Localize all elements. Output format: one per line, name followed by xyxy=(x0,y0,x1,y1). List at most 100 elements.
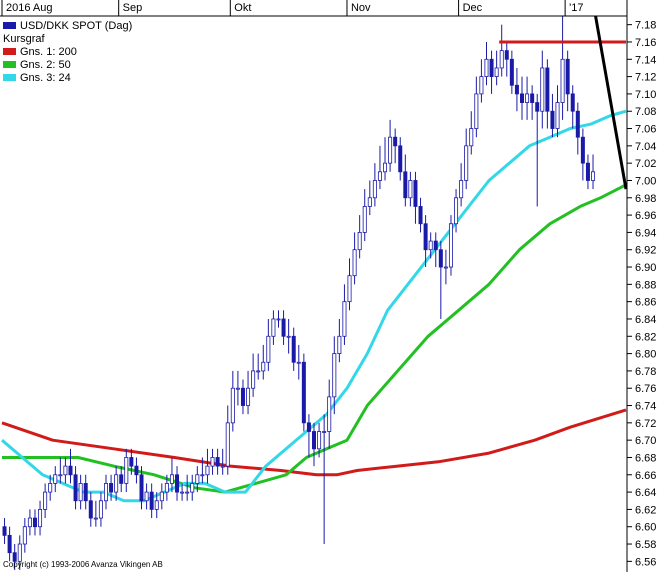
candle-body xyxy=(408,180,413,199)
candle-body xyxy=(185,491,190,494)
y-tick-label: 6.62 xyxy=(635,504,656,516)
candle-body xyxy=(38,509,43,528)
y-tick-label: 6.86 xyxy=(635,297,656,309)
y-tick-label: 6.60 xyxy=(635,522,656,534)
x-tick-label: Sep xyxy=(123,2,143,14)
y-tick-label: 6.58 xyxy=(635,539,656,551)
candle-body xyxy=(327,396,332,432)
candle-body xyxy=(58,474,63,477)
y-axis: 6.56 6.58 6.60 6.62 6.64 6.66 6.68 6.70 6.72 6.74… xyxy=(627,20,656,568)
y-tick-label: 6.94 xyxy=(635,227,656,239)
candle-body xyxy=(27,517,32,528)
candle-body xyxy=(585,162,590,181)
candle-body xyxy=(301,361,306,424)
y-tick-label: 6.56 xyxy=(635,556,656,568)
x-tick-label: Dec xyxy=(463,2,483,14)
candle-body xyxy=(347,275,352,303)
moving-average-line xyxy=(2,183,627,494)
candle-body xyxy=(256,370,261,373)
candle-body xyxy=(580,136,585,164)
candle-body xyxy=(306,422,311,432)
candle-body xyxy=(2,526,7,536)
candle-body xyxy=(109,483,114,493)
candle-body xyxy=(88,500,93,519)
candle-body xyxy=(83,483,88,502)
candle-body xyxy=(413,180,418,207)
candle-body xyxy=(296,361,301,364)
x-tick-label: 2016 Aug xyxy=(6,2,53,14)
candle-body xyxy=(398,145,403,173)
y-tick-label: 7.12 xyxy=(635,72,656,84)
candle-body xyxy=(322,431,327,433)
y-tick-label: 7.04 xyxy=(635,141,656,153)
candle-body xyxy=(575,110,580,138)
candle-body xyxy=(205,465,210,476)
y-tick-label: 7.02 xyxy=(635,158,656,170)
candle-body xyxy=(504,50,509,60)
copyright-text: Copyright (c) 1993-2006 Avanza Vikingen … xyxy=(3,560,163,569)
candle-body xyxy=(266,335,271,363)
candle-body xyxy=(530,93,535,103)
candle-body xyxy=(17,543,22,562)
candle-body xyxy=(220,465,225,468)
candle-body xyxy=(464,145,469,181)
candle-body xyxy=(514,84,519,95)
y-tick-label: 6.70 xyxy=(635,435,656,447)
candle-body xyxy=(499,50,504,69)
candle-body xyxy=(251,370,256,389)
candle-body xyxy=(377,171,382,181)
annotation-lines xyxy=(499,15,628,190)
candle-body xyxy=(560,58,565,103)
candle-body xyxy=(240,387,245,406)
candle-body xyxy=(550,110,555,129)
y-tick-label: 7.14 xyxy=(635,54,656,66)
y-tick-label: 6.84 xyxy=(635,314,656,326)
candle-body xyxy=(525,93,530,103)
legend-swatch xyxy=(3,22,16,29)
y-tick-label: 6.96 xyxy=(635,210,656,222)
y-tick-label: 6.66 xyxy=(635,470,656,482)
y-tick-label: 7.06 xyxy=(635,124,656,136)
candle-body xyxy=(154,500,159,510)
candle-body xyxy=(565,58,570,95)
candle-body xyxy=(271,318,276,337)
candle-body xyxy=(93,517,98,520)
y-tick-label: 7.10 xyxy=(635,89,656,101)
candle-body xyxy=(423,223,428,251)
candle-body xyxy=(149,491,154,510)
candle-body xyxy=(383,162,388,173)
candle-body xyxy=(509,58,514,86)
candle-body xyxy=(489,58,494,77)
trend-line xyxy=(594,15,628,190)
candle-body xyxy=(367,197,372,207)
candle-body xyxy=(215,457,220,467)
candle-body xyxy=(180,491,185,494)
candle-body xyxy=(591,171,596,181)
candle-body xyxy=(291,335,296,363)
x-axis: 2016 Aug Sep Okt Nov Dec '17 xyxy=(1,0,583,16)
y-tick-label: 6.78 xyxy=(635,366,656,378)
candle-body xyxy=(454,197,459,225)
y-tick-label: 6.90 xyxy=(635,262,656,274)
candle-body xyxy=(261,361,266,372)
moving-average-line xyxy=(1,408,627,477)
candle-body xyxy=(73,474,78,502)
candle-body xyxy=(352,249,357,277)
candle-body xyxy=(479,76,484,95)
x-tick-label: '17 xyxy=(569,2,583,14)
candle-body xyxy=(129,457,134,467)
y-tick-label: 7.16 xyxy=(635,37,656,49)
candle-body xyxy=(281,318,286,337)
candle-body xyxy=(119,474,124,484)
y-tick-label: 6.64 xyxy=(635,487,656,499)
candle-body xyxy=(235,387,240,390)
y-tick-label: 7.18 xyxy=(635,20,656,32)
candle-body xyxy=(433,240,438,251)
y-tick-label: 6.74 xyxy=(635,401,656,413)
candle-body xyxy=(200,474,205,477)
candle-body xyxy=(357,232,362,251)
candle-body xyxy=(246,387,251,406)
